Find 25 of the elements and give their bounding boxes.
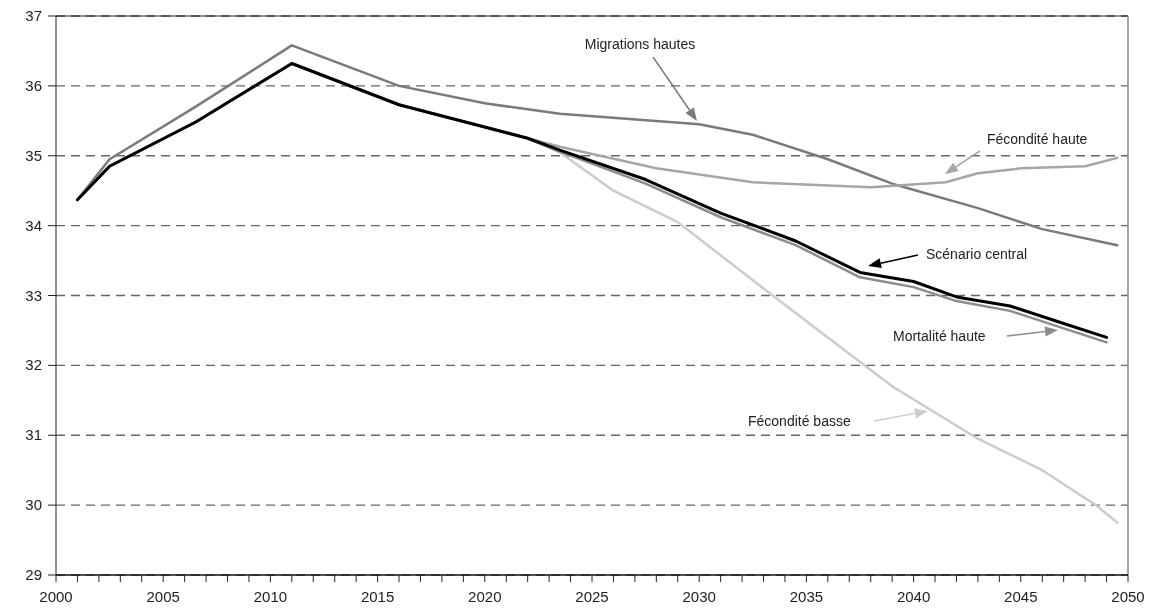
x-tick-label: 2050 <box>1111 588 1145 605</box>
y-tick-label: 37 <box>25 7 42 24</box>
x-tick-label: 2025 <box>575 588 609 605</box>
x-tick-label: 2010 <box>253 588 288 605</box>
x-tick-label: 2020 <box>468 588 502 605</box>
x-tick-label: 2015 <box>360 588 395 605</box>
y-tick-label: 34 <box>25 216 42 234</box>
y-tick-label: 32 <box>25 356 42 374</box>
y-tick-label: 36 <box>25 76 42 94</box>
y-tick-label: 30 <box>25 496 42 514</box>
annotation: Scénario central <box>926 246 1028 262</box>
x-tick-label: 2030 <box>682 588 716 605</box>
x-tick-label: 2035 <box>789 588 824 605</box>
x-tick-label: 2040 <box>896 588 931 605</box>
x-tick-label: 2005 <box>146 588 180 605</box>
y-tick-label: 29 <box>25 566 42 583</box>
annotation: Fécondité haute <box>987 131 1088 147</box>
annotation: Mortalité haute <box>893 328 986 344</box>
y-tick-label: 31 <box>25 426 42 444</box>
y-tick-label: 33 <box>25 286 42 304</box>
x-tick-label: 2045 <box>1004 588 1038 605</box>
x-tick-label: 2000 <box>39 588 73 605</box>
annotation: Fécondité basse <box>748 413 851 429</box>
y-tick-label: 35 <box>25 146 42 164</box>
annotation: Migrations hautes <box>584 36 696 52</box>
